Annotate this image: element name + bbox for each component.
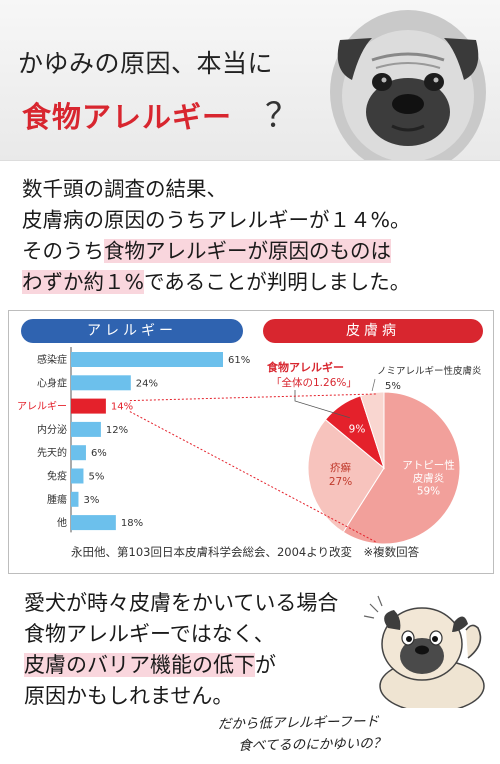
- pie-slice-3: [359, 391, 385, 469]
- pie-chart-title: 皮膚病: [263, 319, 483, 343]
- connector-bottom: [129, 411, 377, 543]
- bar-chart: 感染症 61% 心身症 24% アレルギー 14% 内分泌 12% 先天的 6% 免疫 5% 腫瘍 3% 他…: [17, 347, 250, 533]
- bar-value-label: 6%: [91, 448, 107, 459]
- bar-category-label: アレルギー: [17, 401, 67, 413]
- intro-highlight-one-percent: わずか約１%: [22, 270, 144, 294]
- pie-value-0: 59%: [417, 486, 440, 498]
- bar-value-label: 61%: [228, 355, 250, 366]
- bar-2: [71, 398, 106, 414]
- lower-line-3-b: が: [255, 653, 276, 677]
- bar-category-label: 免疫: [47, 470, 67, 483]
- pie-label-0: アトピー性: [402, 459, 455, 472]
- pie-annotation-leader: [294, 390, 350, 419]
- lower-line-3: 皮膚のバリア機能の低下が: [24, 650, 338, 681]
- pie-annotation-sub: 「全体の1.26%」: [271, 376, 357, 389]
- handwritten-note: だから低アレルギーフード 食べてるのにかゆいの？: [218, 711, 387, 758]
- intro-line-1: 数千頭の調査の結果、: [22, 177, 227, 201]
- intro-line-4: わずか約１%であることが判明しました。: [22, 267, 492, 298]
- intro-line-3-a: そのうち: [22, 239, 104, 263]
- lower-paragraph: 愛犬が時々皮膚をかいている場合 食物アレルギーではなく、 皮膚のバリア機能の低下…: [24, 588, 338, 712]
- bar-chart-title: アレルギー: [21, 319, 243, 343]
- bar-3: [71, 421, 101, 437]
- bar-value-label: 14%: [111, 402, 133, 413]
- bar-1: [71, 375, 131, 391]
- bar-value-label: 12%: [106, 425, 128, 436]
- pie-annotation-title: 食物アレルギー: [267, 360, 344, 374]
- pie-value-2: 9%: [349, 423, 366, 435]
- lower-line-1: 愛犬が時々皮膚をかいている場合: [24, 591, 339, 615]
- bar-category-label: 他: [57, 516, 67, 529]
- note-line-2: 食べてるのにかゆいの？: [238, 735, 387, 755]
- pie-value-1: 27%: [329, 476, 352, 488]
- pie-label-3: ノミアレルギー性皮膚炎: [377, 365, 482, 377]
- bar-5: [71, 468, 84, 484]
- bar-category-label: 心身症: [37, 376, 67, 389]
- pie-value-3: 5%: [385, 381, 401, 392]
- header-title-line2: 食物アレルギー: [22, 100, 233, 134]
- bar-value-label: 3%: [83, 495, 99, 506]
- header-title-line1: かゆみの原因、本当に: [18, 49, 274, 78]
- chart-connector-lines: [129, 393, 377, 543]
- note-line-1: だから低アレルギーフード: [217, 713, 380, 733]
- pie-label-0: 皮膚炎: [413, 472, 445, 485]
- bar-4: [71, 445, 86, 461]
- pug-illustration: [363, 595, 485, 708]
- lower-line-2: 食物アレルギーではなく、: [24, 622, 275, 646]
- lower-highlight-barrier: 皮膚のバリア機能の低下: [24, 653, 255, 677]
- chart-panel: アレルギー 皮膚病 感染症 61% 心身症 24% アレルギー 14% 内分泌 12% 先天的 6…: [8, 310, 494, 574]
- pie-slice-1: [307, 418, 385, 533]
- bar-0: [71, 352, 223, 367]
- bar-category-label: 内分泌: [37, 423, 67, 436]
- pie-leader-3: [371, 378, 376, 392]
- intro-paragraph: 数千頭の調査の結果、 皮膚病の原因のうちアレルギーが１４%。 そのうち食物アレル…: [22, 174, 492, 298]
- chart-source-caption: 永田他、第103回日本皮膚科学会総会、2004より改変 ※複数回答: [71, 545, 420, 559]
- bar-category-label: 腫瘍: [47, 493, 67, 506]
- connector-top: [129, 393, 377, 402]
- pie-slice-0: [342, 391, 461, 545]
- bar-value-label: 18%: [121, 518, 143, 529]
- intro-highlight-food-allergy: 食物アレルギーが原因のものは: [104, 239, 391, 263]
- bar-6: [71, 491, 79, 507]
- intro-line-2: 皮膚病の原因のうちアレルギーが１４%。: [22, 208, 411, 232]
- chart-svg: 感染症 61% 心身症 24% アレルギー 14% 内分泌 12% 先天的 6% 免疫 5% 腫瘍 3% 他…: [17, 347, 482, 545]
- bar-value-label: 5%: [88, 472, 104, 483]
- bar-7: [71, 515, 116, 531]
- header-banner: かゆみの原因、本当に 食物アレルギー ？: [0, 0, 500, 161]
- pug-photo: [330, 10, 486, 160]
- bar-value-label: 24%: [136, 378, 158, 389]
- lower-line-4: 原因かもしれません。: [24, 684, 234, 708]
- intro-line-3: そのうち食物アレルギーが原因のものは: [22, 236, 492, 267]
- header-question-mark: ？: [265, 96, 299, 136]
- pie-label-1: 疥癬: [330, 461, 351, 474]
- bar-category-label: 感染症: [37, 353, 67, 366]
- bar-category-label: 先天的: [37, 446, 67, 459]
- intro-line-4-b: であることが判明しました。: [143, 270, 411, 294]
